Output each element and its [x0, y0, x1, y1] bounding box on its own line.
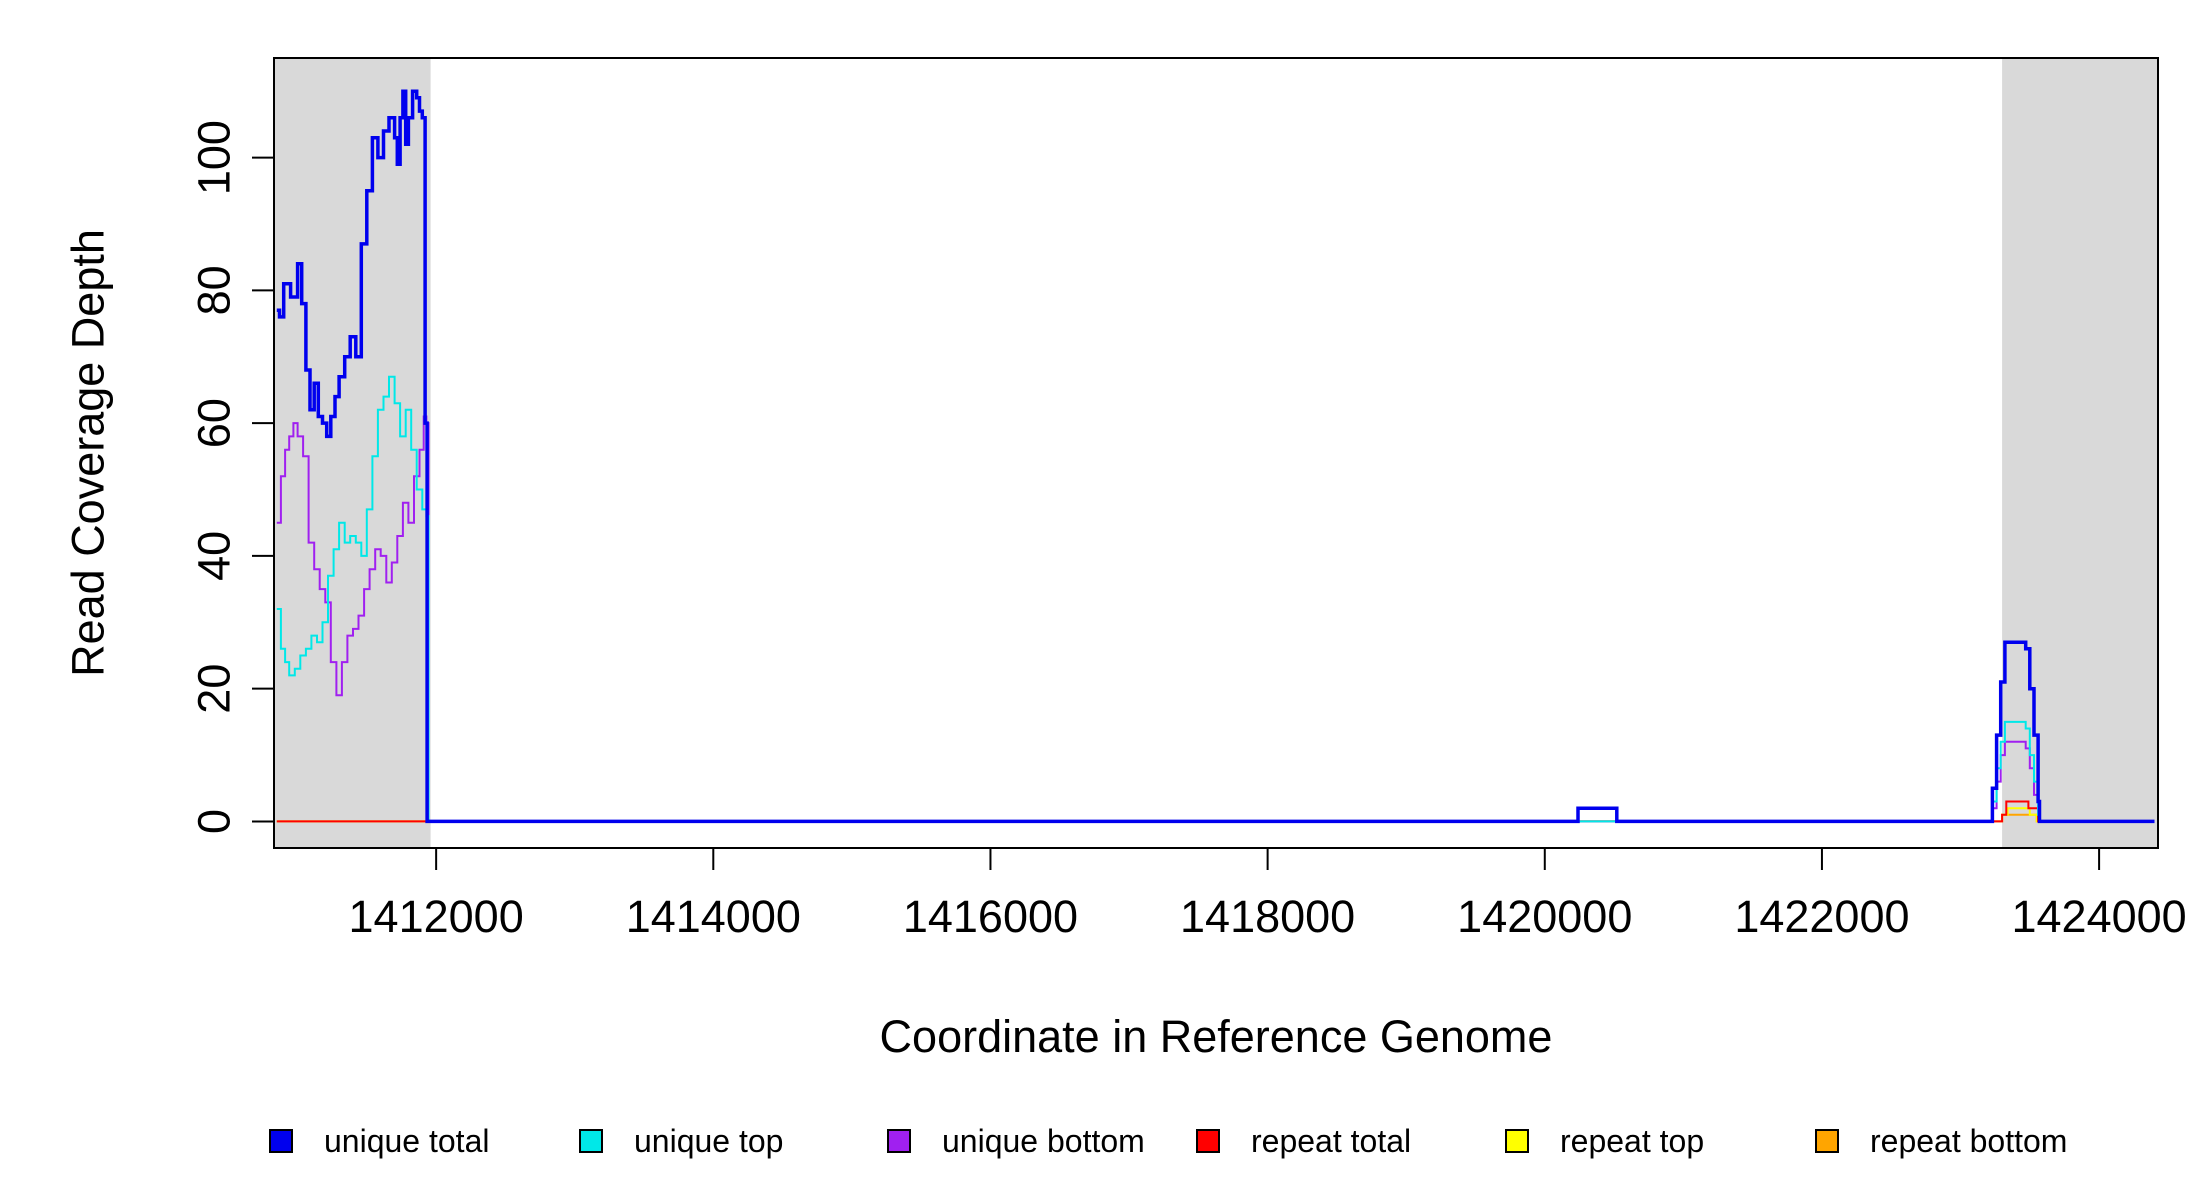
y-tick-label: 80	[189, 265, 240, 315]
shaded-regions	[274, 58, 2158, 848]
x-tick-label: 1412000	[349, 891, 524, 942]
x-tick-label: 1414000	[626, 891, 801, 942]
legend-swatch-unique-top	[579, 1129, 603, 1153]
x-tick-label: 1422000	[1734, 891, 1909, 942]
x-axis-label: Coordinate in Reference Genome	[880, 1011, 1553, 1062]
legend-swatch-repeat-top	[1505, 1129, 1529, 1153]
legend-label-repeat-bottom: repeat bottom	[1870, 1123, 2067, 1159]
x-tick-label: 1424000	[2012, 891, 2187, 942]
series-line-unique-top	[276, 375, 2155, 823]
y-tick-label: 60	[189, 398, 240, 448]
shaded-region-1	[274, 58, 431, 848]
y-tick-label: 0	[189, 809, 240, 834]
legend-label-unique-total: unique total	[324, 1123, 489, 1159]
x-axis: 1412000 1414000 1416000 1418000 1420000 14220…	[349, 847, 2187, 942]
legend-label-unique-top: unique top	[634, 1123, 783, 1159]
legend-swatch-repeat-total	[1196, 1129, 1220, 1153]
plot-frame	[273, 57, 2159, 849]
series-lines	[276, 89, 2155, 824]
series-line-repeat-top	[276, 807, 2155, 823]
series-line-unique-bottom	[276, 415, 2155, 823]
y-axis: 0 20 40 60 80 100	[189, 120, 275, 834]
legend-swatch-unique-bottom	[887, 1129, 911, 1153]
legend-swatch-repeat-bottom	[1815, 1129, 1839, 1153]
legend-swatch-unique-total	[269, 1129, 293, 1153]
legend-label-repeat-top: repeat top	[1560, 1123, 1704, 1159]
x-tick-label: 1420000	[1457, 891, 1632, 942]
y-tick-label: 40	[189, 531, 240, 581]
legend: unique total unique top unique bottom repea…	[269, 1123, 2067, 1159]
legend-label-unique-bottom: unique bottom	[942, 1123, 1145, 1159]
series-line-repeat-total	[276, 800, 2155, 823]
shaded-region-2	[2002, 58, 2158, 848]
y-axis-label: Read Coverage Depth	[63, 229, 114, 677]
x-tick-label: 1418000	[1180, 891, 1355, 942]
series-line-unique-total	[276, 89, 2155, 824]
legend-label-repeat-total: repeat total	[1251, 1123, 1411, 1159]
x-tick-label: 1416000	[903, 891, 1078, 942]
y-tick-label: 100	[189, 120, 240, 195]
y-tick-label: 20	[189, 664, 240, 714]
